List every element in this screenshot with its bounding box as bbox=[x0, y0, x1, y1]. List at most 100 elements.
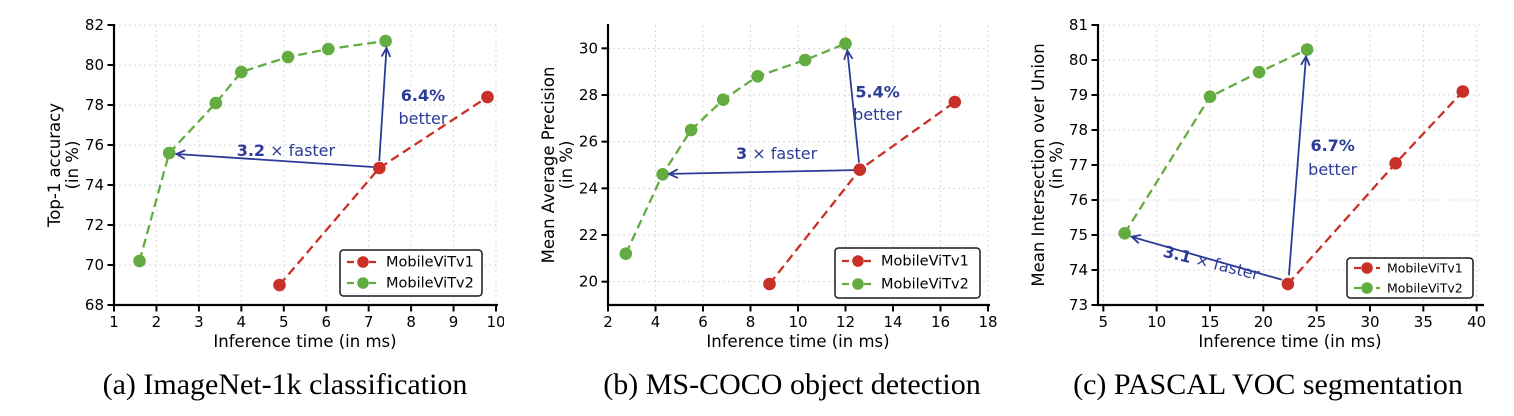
legend-label: MobileViTv1 bbox=[881, 254, 969, 270]
svg-text:25: 25 bbox=[1307, 313, 1326, 331]
series-MobileViTv2 bbox=[1118, 43, 1314, 240]
svg-text:22: 22 bbox=[579, 226, 598, 244]
data-point bbox=[209, 96, 223, 110]
caption-voc: (c) PASCAL VOC segmentation bbox=[1073, 368, 1463, 401]
svg-text:72: 72 bbox=[85, 216, 104, 234]
data-point bbox=[1281, 277, 1295, 291]
data-point bbox=[281, 50, 295, 64]
tick-marks bbox=[1091, 24, 1478, 312]
grid-lines bbox=[607, 25, 989, 305]
svg-text:10: 10 bbox=[788, 313, 807, 331]
axes bbox=[112, 24, 498, 307]
svg-text:74: 74 bbox=[85, 176, 104, 194]
data-point bbox=[798, 53, 812, 67]
legend: MobileViTv1 MobileViTv2 bbox=[1346, 257, 1474, 299]
svg-text:35: 35 bbox=[1414, 313, 1433, 331]
data-point bbox=[481, 90, 494, 104]
tick-marks bbox=[107, 24, 497, 312]
x-axis-label: Inference time (in ms) bbox=[213, 332, 396, 351]
plot-svg: 3.1 × faster 6.7% better 5 10 15 20 25 30 35 40 73 7… bbox=[1029, 16, 1486, 351]
svg-text:15: 15 bbox=[1200, 313, 1219, 331]
speedup-label: 3.2 × faster bbox=[237, 141, 336, 160]
improvement-label-line2: better bbox=[1308, 160, 1357, 179]
speedup-label: 3 × faster bbox=[736, 144, 818, 163]
svg-text:74: 74 bbox=[1069, 261, 1088, 279]
x-axis-label: Inference time (in ms) bbox=[1198, 332, 1381, 351]
x-axis-label: Inference time (in ms) bbox=[706, 332, 889, 351]
svg-text:78: 78 bbox=[1069, 121, 1088, 139]
svg-text:10: 10 bbox=[486, 313, 504, 331]
svg-text:7: 7 bbox=[364, 313, 374, 331]
series-MobileViTv1 bbox=[273, 90, 494, 292]
svg-text:76: 76 bbox=[1069, 191, 1088, 209]
svg-text:6: 6 bbox=[321, 313, 331, 331]
svg-text:20: 20 bbox=[579, 273, 598, 291]
improvement-label-line1: 5.4% bbox=[855, 82, 899, 101]
y-axis-label-line1: Mean Average Precision bbox=[539, 67, 558, 264]
svg-text:12: 12 bbox=[836, 313, 855, 331]
data-point bbox=[839, 37, 852, 50]
data-point bbox=[853, 163, 867, 176]
svg-text:78: 78 bbox=[85, 96, 104, 114]
data-point bbox=[235, 65, 248, 79]
caption-coco: (b) MS-COCO object detection bbox=[603, 368, 981, 401]
data-point bbox=[751, 70, 764, 83]
legend-label: MobileViTv2 bbox=[881, 277, 969, 293]
svg-text:2: 2 bbox=[152, 313, 162, 331]
annotations: 3.1 × faster 6.7% better bbox=[1129, 54, 1358, 284]
grid-lines bbox=[1098, 24, 1482, 306]
improvement-label-line2: better bbox=[399, 109, 448, 128]
svg-text:20: 20 bbox=[1254, 313, 1273, 331]
legend-marker bbox=[1361, 282, 1373, 294]
data-point bbox=[322, 42, 335, 56]
svg-text:6: 6 bbox=[698, 313, 708, 331]
y-axis-label-line1: Top-1 accuracy bbox=[45, 103, 64, 228]
legend-label: MobileViTv1 bbox=[386, 255, 474, 271]
caption-imagenet: (a) ImageNet-1k classification bbox=[102, 368, 468, 401]
data-point bbox=[273, 278, 286, 292]
data-point bbox=[1203, 90, 1217, 103]
data-point bbox=[619, 247, 633, 260]
y-axis-label-line1: Mean Intersection over Union bbox=[1029, 43, 1048, 286]
svg-text:8: 8 bbox=[746, 313, 756, 331]
legend-marker bbox=[852, 278, 864, 290]
svg-text:68: 68 bbox=[85, 296, 104, 314]
legend-label: MobileViTv1 bbox=[1387, 261, 1463, 276]
svg-text:82: 82 bbox=[85, 16, 104, 34]
series-MobileViTv1 bbox=[763, 95, 962, 291]
data-point bbox=[656, 168, 669, 181]
svg-text:9: 9 bbox=[449, 313, 459, 331]
svg-text:4: 4 bbox=[651, 313, 661, 331]
y-axis-label-line2: (in %) bbox=[63, 141, 82, 190]
chart-imagenet-classification: 3.2 × faster 6.4% better 1 2 3 4 5 6 7 8 9 10 68 70 72 7… bbox=[0, 0, 504, 362]
svg-text:79: 79 bbox=[1069, 86, 1088, 104]
svg-text:14: 14 bbox=[883, 313, 902, 331]
annotations: 3.2 × faster 6.4% better bbox=[174, 45, 448, 168]
svg-text:10: 10 bbox=[1147, 313, 1166, 331]
legend-marker bbox=[357, 277, 369, 289]
data-point bbox=[1389, 157, 1402, 170]
data-point bbox=[373, 161, 386, 175]
svg-text:81: 81 bbox=[1069, 16, 1088, 34]
svg-text:70: 70 bbox=[85, 256, 104, 274]
svg-text:5: 5 bbox=[279, 313, 289, 331]
chart-voc-segmentation: 3.1 × faster 6.7% better 5 10 15 20 25 30 35 40 73 7… bbox=[1010, 0, 1514, 362]
svg-text:73: 73 bbox=[1069, 296, 1088, 314]
data-point bbox=[1118, 227, 1131, 240]
legend-marker bbox=[852, 255, 864, 267]
series-MobileViTv1 bbox=[1281, 85, 1470, 291]
svg-text:4: 4 bbox=[237, 313, 247, 331]
svg-text:77: 77 bbox=[1069, 156, 1088, 174]
data-point bbox=[716, 93, 730, 106]
legend-label: MobileViTv2 bbox=[1387, 281, 1463, 296]
annotations: 3 × faster 5.4% better bbox=[666, 48, 902, 179]
svg-text:1: 1 bbox=[109, 313, 119, 331]
series-MobileViTv2 bbox=[133, 34, 392, 268]
svg-text:30: 30 bbox=[1360, 313, 1379, 331]
improvement-label-line1: 6.7% bbox=[1310, 136, 1354, 155]
svg-text:18: 18 bbox=[978, 313, 997, 331]
svg-text:80: 80 bbox=[1069, 51, 1088, 69]
legend-marker bbox=[357, 256, 369, 268]
